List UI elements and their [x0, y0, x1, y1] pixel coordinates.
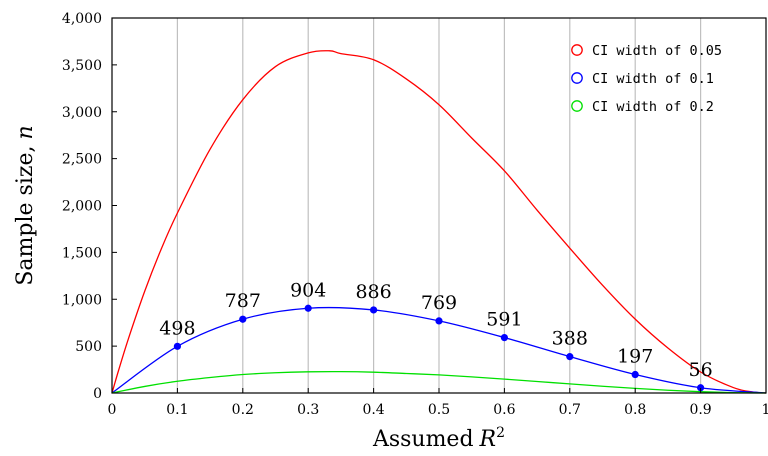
x-axis-title-text: Assumed — [372, 427, 474, 452]
data-point — [239, 315, 247, 323]
data-markers — [173, 304, 705, 392]
series-line-3 — [111, 370, 767, 394]
x-tick-label: 0.7 — [559, 402, 581, 418]
x-tick-label: 0.6 — [493, 402, 515, 418]
x-axis-title: Assumed R2 — [372, 425, 505, 452]
legend-label: CI width of 0.1 — [592, 71, 714, 87]
data-labels: 498 787 904 886 769 591 388 197 56 — [159, 279, 712, 381]
data-point — [435, 317, 443, 325]
data-label: 388 — [552, 328, 588, 350]
gridlines — [176, 18, 702, 393]
legend-label: CI width of 0.2 — [592, 99, 714, 115]
x-tick-label: 0.3 — [297, 402, 319, 418]
data-label: 56 — [689, 359, 713, 381]
y-tick-label: 1,000 — [62, 292, 102, 308]
x-tick-label: 0.9 — [689, 402, 711, 418]
data-point — [304, 304, 312, 312]
data-label: 498 — [159, 317, 195, 339]
y-tick-label: 1,500 — [62, 245, 102, 261]
y-tick-label: 0 — [93, 386, 102, 402]
y-tick-label: 2,500 — [62, 152, 102, 168]
y-tick-label: 2,000 — [62, 199, 102, 215]
data-label: 904 — [290, 279, 326, 301]
data-label: 769 — [421, 292, 457, 314]
x-tick-label: 0.5 — [428, 402, 450, 418]
data-point — [631, 370, 639, 379]
data-label: 591 — [486, 309, 522, 331]
x-axis-title-sup: 2 — [496, 425, 505, 441]
series-line-1 — [111, 50, 767, 394]
legend-marker — [571, 100, 583, 112]
x-axis-title-math: R — [479, 427, 497, 452]
data-point — [566, 353, 574, 361]
legend-marker — [571, 72, 583, 84]
x-tick-label: 0.8 — [624, 402, 646, 418]
x-axis-ticks: 0 0.1 0.2 0.3 0.4 0.5 0.6 0.7 0.8 0.9 1 — [108, 388, 768, 418]
legend: CI width of 0.05 CI width of 0.1 CI width … — [571, 43, 722, 115]
legend-marker — [571, 44, 583, 56]
x-tick-label: 0.2 — [232, 402, 254, 418]
y-tick-label: 500 — [75, 339, 102, 355]
x-tick-label: 0.4 — [362, 402, 384, 418]
y-axis-title: Sample size, n — [13, 125, 38, 285]
data-label: 787 — [225, 290, 261, 312]
data-label: 197 — [617, 346, 653, 368]
y-tick-label: 3,500 — [62, 58, 102, 74]
y-tick-label: 3,000 — [62, 105, 102, 121]
y-axis-title-text: Sample size, — [13, 146, 38, 286]
y-axis-ticks: 0 500 1,000 1,500 2,000 2,500 3,000 3,500 4,000 — [62, 11, 117, 402]
y-axis-title-math: n — [13, 125, 38, 139]
data-point — [173, 342, 181, 350]
x-tick-label: 1 — [762, 402, 768, 418]
data-point — [370, 306, 378, 314]
data-point — [697, 384, 705, 392]
data-point — [500, 333, 508, 342]
legend-label: CI width of 0.05 — [592, 43, 722, 59]
data-label: 886 — [355, 281, 391, 303]
x-tick-label: 0 — [108, 402, 117, 418]
x-tick-label: 0.1 — [166, 402, 188, 418]
y-tick-label: 4,000 — [62, 11, 102, 27]
